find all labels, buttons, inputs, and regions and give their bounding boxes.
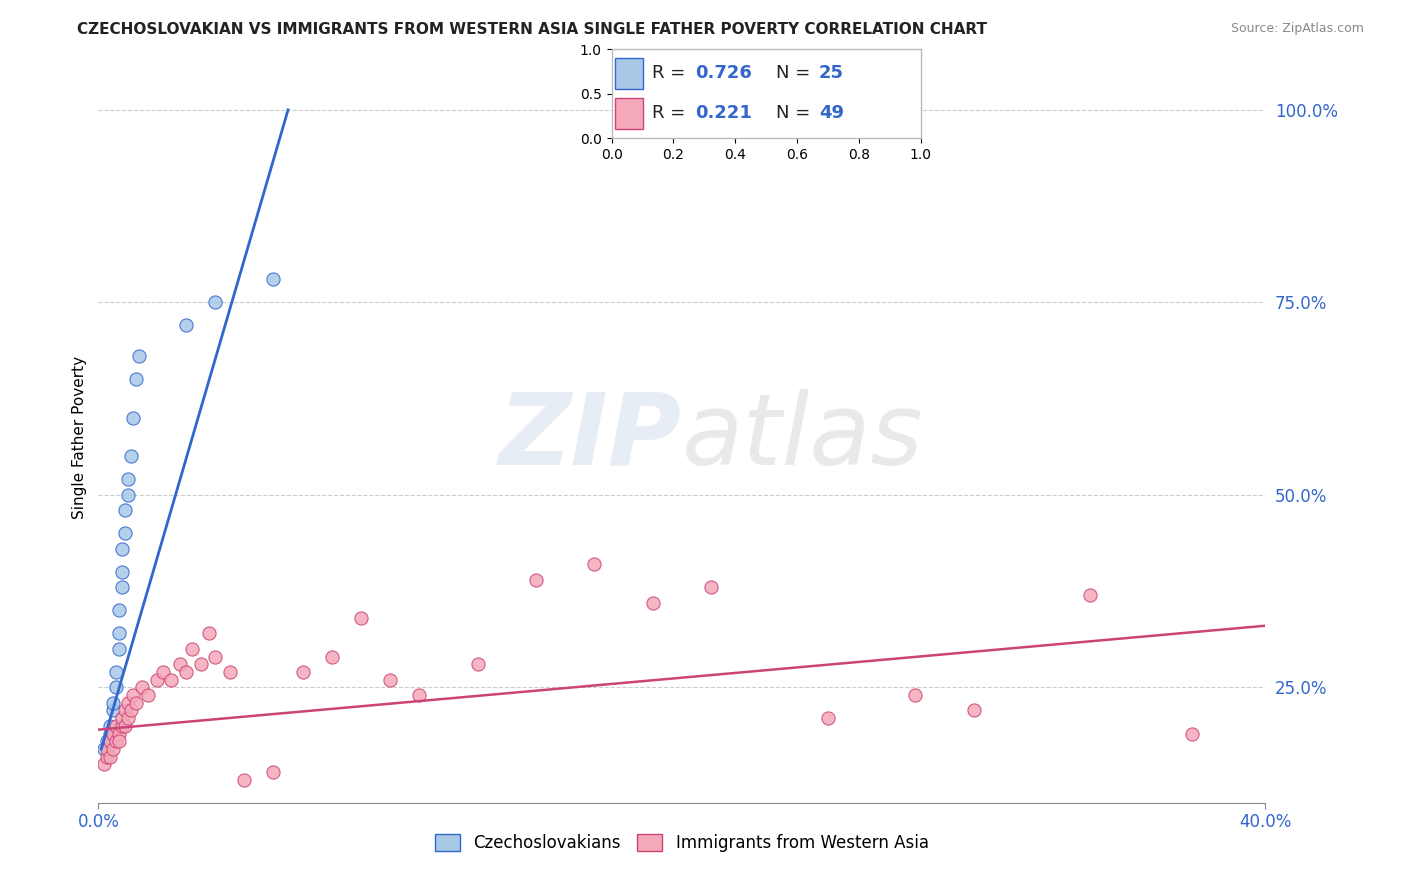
Text: ZIP: ZIP: [499, 389, 682, 485]
Point: [104, 719, 127, 733]
Text: N =: N =: [776, 64, 815, 82]
Point: [408, 688, 430, 702]
Point: [117, 488, 139, 502]
Point: [136, 688, 159, 702]
Legend: Czechoslovakians, Immigrants from Western Asia: Czechoslovakians, Immigrants from Wester…: [426, 825, 938, 860]
Point: [1181, 726, 1204, 740]
Point: [101, 742, 124, 756]
Text: R =: R =: [652, 104, 690, 122]
Y-axis label: Single Father Poverty: Single Father Poverty: [72, 356, 87, 518]
Text: Source: ZipAtlas.com: Source: ZipAtlas.com: [1230, 22, 1364, 36]
Point: [233, 772, 256, 787]
Point: [125, 696, 148, 710]
Text: 49: 49: [818, 104, 844, 122]
Text: R =: R =: [652, 64, 690, 82]
Point: [146, 673, 169, 687]
Point: [190, 657, 212, 672]
Point: [524, 573, 547, 587]
Point: [583, 557, 606, 571]
Point: [350, 611, 373, 625]
Point: [96, 749, 118, 764]
Point: [111, 565, 134, 579]
Point: [93, 757, 115, 772]
Text: 0.221: 0.221: [695, 104, 752, 122]
Point: [321, 649, 343, 664]
Point: [114, 526, 136, 541]
Point: [1080, 588, 1102, 602]
Point: [380, 673, 402, 687]
Point: [101, 703, 124, 717]
Point: [218, 665, 240, 679]
Point: [122, 688, 145, 702]
Point: [111, 541, 134, 556]
Point: [108, 603, 131, 617]
Text: atlas: atlas: [682, 389, 924, 485]
Point: [117, 696, 139, 710]
Text: 25: 25: [818, 64, 844, 82]
Point: [204, 649, 226, 664]
Point: [122, 410, 145, 425]
Point: [641, 596, 664, 610]
Point: [962, 703, 984, 717]
Point: [131, 681, 153, 695]
FancyBboxPatch shape: [614, 98, 643, 129]
Point: [128, 349, 150, 363]
Point: [96, 742, 118, 756]
Point: [108, 734, 131, 748]
Point: [98, 734, 121, 748]
Point: [152, 665, 174, 679]
Point: [108, 626, 131, 640]
Point: [98, 726, 121, 740]
Point: [174, 665, 197, 679]
Point: [817, 711, 839, 725]
Point: [111, 719, 134, 733]
FancyBboxPatch shape: [614, 58, 643, 89]
Point: [98, 719, 121, 733]
Text: 0.726: 0.726: [695, 64, 752, 82]
Point: [160, 673, 183, 687]
Point: [204, 295, 226, 310]
Point: [101, 726, 124, 740]
Point: [117, 472, 139, 486]
Point: [108, 641, 131, 656]
Point: [467, 657, 489, 672]
Point: [180, 641, 202, 656]
Text: CZECHOSLOVAKIAN VS IMMIGRANTS FROM WESTERN ASIA SINGLE FATHER POVERTY CORRELATIO: CZECHOSLOVAKIAN VS IMMIGRANTS FROM WESTE…: [77, 22, 987, 37]
Point: [198, 626, 221, 640]
Point: [904, 688, 927, 702]
Point: [169, 657, 191, 672]
Point: [104, 734, 127, 748]
Point: [262, 764, 284, 779]
Point: [174, 318, 197, 333]
Point: [120, 450, 142, 464]
Text: N =: N =: [776, 104, 815, 122]
Point: [96, 734, 118, 748]
Point: [117, 711, 139, 725]
Point: [108, 726, 131, 740]
Point: [93, 742, 115, 756]
Point: [125, 372, 148, 386]
Point: [104, 681, 127, 695]
Point: [101, 696, 124, 710]
Point: [111, 580, 134, 594]
Point: [114, 719, 136, 733]
Point: [114, 503, 136, 517]
Point: [262, 272, 284, 286]
Point: [111, 711, 134, 725]
Point: [104, 665, 127, 679]
Point: [98, 749, 121, 764]
Point: [114, 703, 136, 717]
Point: [700, 580, 723, 594]
Point: [291, 665, 314, 679]
Point: [120, 703, 142, 717]
